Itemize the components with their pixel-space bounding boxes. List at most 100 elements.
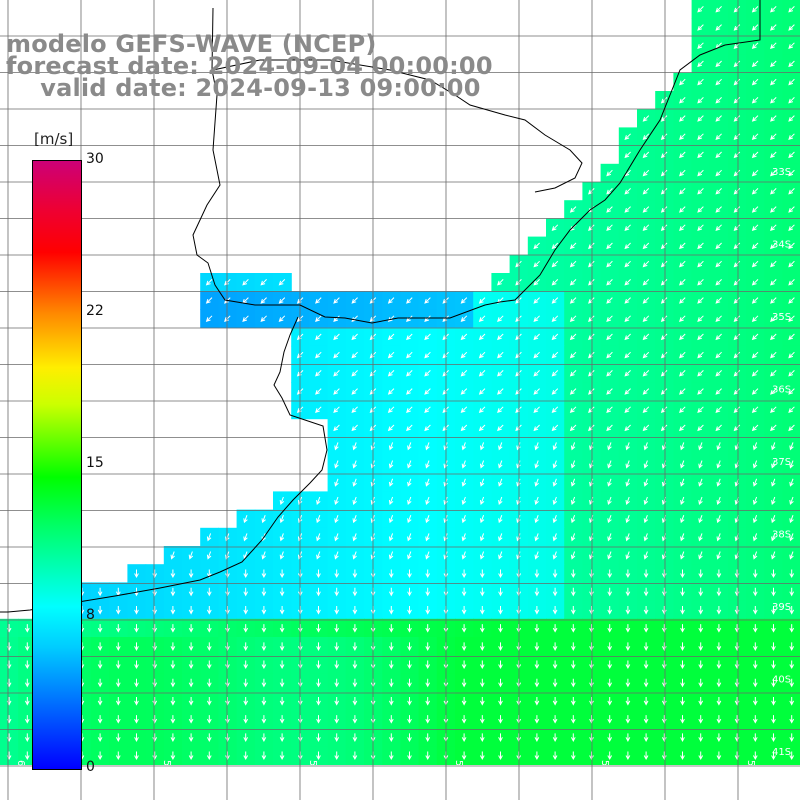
wind-arrow [789,642,795,651]
wind-arrow [752,678,758,688]
wind-arrow [115,660,121,670]
wind-arrow [679,115,686,122]
wind-arrow [751,42,759,49]
wind-arrow [788,388,795,395]
wind-arrow [333,424,340,432]
wind-arrow [679,297,686,304]
wind-arrow [425,551,430,560]
wind-arrow [552,660,558,670]
wind-arrow [552,678,558,688]
wind-arrow [497,333,504,341]
wind-arrow [552,460,558,469]
wind-arrow [588,188,595,195]
wind-arrow [661,678,667,688]
wind-arrow [552,697,558,706]
wind-arrow [680,533,685,542]
wind-arrow [771,660,776,670]
wind-arrow [551,260,559,268]
wind-arrow [679,224,686,231]
wind-arrow [243,515,248,524]
wind-arrow [698,660,704,670]
wind-arrow [643,715,649,724]
wind-arrow [225,624,230,633]
wind-arrow [733,260,741,268]
wind-arrow [733,315,741,322]
wind-arrow [697,188,704,195]
wind-arrow [134,678,139,688]
wind-arrow [751,188,759,195]
wind-arrow [771,551,776,560]
wind-arrow [188,642,194,651]
wind-arrow [387,351,395,359]
wind-arrow [697,406,704,413]
wind-arrow [660,370,668,377]
wind-arrow [788,133,795,140]
wind-arrow [461,442,467,451]
wind-arrow [789,569,795,579]
wind-arrow [569,297,577,304]
wind-arrow [789,515,794,524]
wind-arrow [534,642,540,651]
wind-arrow [642,388,650,395]
wind-arrow [589,678,594,688]
colorbar-label-15: 15 [86,455,104,471]
wind-arrow [770,115,777,122]
wind-arrow [498,624,503,633]
wind-arrow [498,460,503,469]
wind-arrow [716,606,722,615]
wind-arrow [570,442,576,451]
wind-arrow [188,624,194,633]
wind-arrow [279,751,285,761]
wind-arrow [424,297,431,304]
wind-arrow [424,424,431,432]
colorbar-label-0: 0 [86,759,95,775]
wind-arrow [406,351,413,359]
wind-arrow [789,478,794,487]
wind-arrow [461,606,467,615]
wind-arrow [333,406,340,413]
wind-arrow [679,151,686,159]
wind-arrow [334,515,339,524]
wind-arrow [606,279,613,286]
wind-arrow [206,587,212,597]
wind-arrow [134,569,139,579]
wind-arrow [170,587,176,597]
wind-arrow [461,533,467,542]
wind-arrow [589,606,594,615]
wind-arrow [733,279,741,286]
wind-arrow [716,460,721,469]
wind-arrow [206,715,212,724]
wind-arrow [625,660,631,670]
wind-arrow [606,333,613,341]
wind-arrow [643,751,649,761]
wind-arrow [752,460,758,469]
wind-arrow [752,496,758,505]
wind-arrow [625,606,631,615]
latitude-label: 33S [772,167,791,178]
wind-arrow [498,751,503,761]
wind-arrow [589,624,594,633]
wind-arrow [606,370,613,377]
wind-arrow [534,496,539,505]
wind-arrow [698,533,703,542]
wind-arrow [680,678,685,688]
wind-arrow [425,442,430,451]
wind-arrow [479,551,485,560]
wind-arrow [625,642,631,651]
wind-arrow [751,333,759,341]
wind-arrow [771,642,776,651]
wind-arrow [716,587,722,597]
wind-arrow [316,678,321,688]
wind-arrow [478,424,486,432]
wind-arrow [680,569,685,579]
wind-arrow [533,279,540,286]
wind-arrow [788,24,795,31]
wind-arrow [789,697,795,706]
wind-arrow [460,388,468,395]
wind-arrow [188,587,194,597]
wind-arrow [625,751,631,761]
wind-arrow [425,751,431,761]
wind-arrow [497,388,504,395]
wind-arrow [660,297,668,304]
wind-arrow [334,442,339,451]
